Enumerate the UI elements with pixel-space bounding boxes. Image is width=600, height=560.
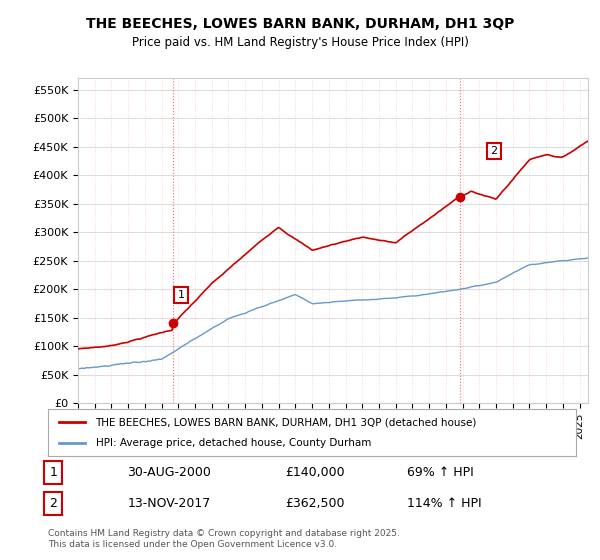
Text: 13-NOV-2017: 13-NOV-2017 bbox=[127, 497, 211, 510]
Text: £140,000: £140,000 bbox=[286, 466, 345, 479]
Text: 1: 1 bbox=[49, 466, 57, 479]
Text: THE BEECHES, LOWES BARN BANK, DURHAM, DH1 3QP (detached house): THE BEECHES, LOWES BARN BANK, DURHAM, DH… bbox=[95, 417, 477, 427]
Text: £362,500: £362,500 bbox=[286, 497, 345, 510]
Text: HPI: Average price, detached house, County Durham: HPI: Average price, detached house, Coun… bbox=[95, 438, 371, 448]
Text: 30-AUG-2000: 30-AUG-2000 bbox=[127, 466, 211, 479]
Text: 114% ↑ HPI: 114% ↑ HPI bbox=[407, 497, 482, 510]
Text: 69% ↑ HPI: 69% ↑ HPI bbox=[407, 466, 474, 479]
Text: 2: 2 bbox=[490, 146, 497, 156]
Text: THE BEECHES, LOWES BARN BANK, DURHAM, DH1 3QP: THE BEECHES, LOWES BARN BANK, DURHAM, DH… bbox=[86, 17, 514, 31]
Text: Price paid vs. HM Land Registry's House Price Index (HPI): Price paid vs. HM Land Registry's House … bbox=[131, 36, 469, 49]
Text: Contains HM Land Registry data © Crown copyright and database right 2025.
This d: Contains HM Land Registry data © Crown c… bbox=[48, 529, 400, 549]
Text: 1: 1 bbox=[178, 290, 185, 300]
Text: 2: 2 bbox=[49, 497, 57, 510]
